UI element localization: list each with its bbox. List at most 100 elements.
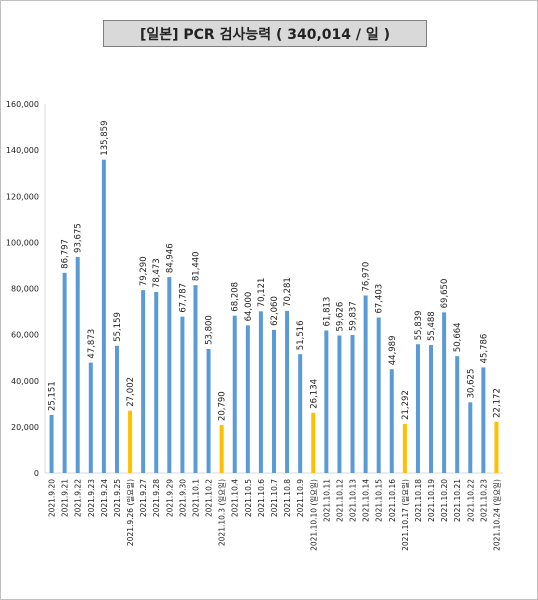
x-tick-label: 2021.10.6	[257, 479, 266, 517]
data-label: 47,873	[87, 329, 97, 359]
data-label: 26,134	[309, 379, 319, 409]
x-tick-label: 2021.10.9	[296, 479, 305, 517]
x-tick-label: 2021.9.28	[152, 479, 161, 517]
y-tick-label: 140,000	[6, 146, 39, 155]
x-tick-label: 2021.10.18	[414, 479, 423, 522]
x-tick-label: 2021.10.5	[244, 479, 253, 517]
data-label: 55,159	[113, 312, 123, 342]
x-tick-label: 2021.10.15	[375, 479, 384, 522]
data-label: 93,675	[74, 223, 84, 253]
bar	[245, 325, 250, 473]
chart-title: [일본] PCR 검사능력 ( 340,014 / 일 )	[103, 20, 427, 47]
bar	[376, 317, 381, 473]
y-tick-label: 120,000	[6, 192, 39, 201]
data-label: 22,172	[492, 388, 502, 418]
bar	[324, 330, 329, 473]
bar	[285, 310, 290, 473]
x-tick-label: 2021.9.26 (일요일)	[126, 479, 135, 546]
data-label: 78,473	[152, 258, 162, 288]
bar	[49, 414, 54, 473]
data-label: 27,002	[126, 377, 136, 407]
bar	[232, 315, 237, 473]
x-tick-label: 2021.9.27	[139, 479, 148, 517]
data-label: 59,837	[349, 301, 359, 331]
y-tick-label: 80,000	[11, 285, 39, 294]
x-tick-label: 2021.10.3 (일요일)	[218, 479, 227, 546]
data-label: 21,292	[401, 390, 411, 420]
bar	[219, 425, 224, 473]
bar	[481, 367, 486, 473]
bar	[206, 348, 211, 473]
bar	[494, 421, 499, 473]
data-label: 70,121	[257, 278, 267, 308]
bar	[363, 295, 368, 473]
y-tick-label: 60,000	[11, 331, 39, 340]
data-label: 86,797	[61, 239, 71, 269]
bar	[402, 423, 407, 473]
x-tick-label: 2021.9.20	[48, 479, 57, 517]
x-tick-label: 2021.9.22	[74, 479, 83, 517]
x-tick-label: 2021.9.21	[61, 479, 70, 517]
x-tick-label: 2021.10.19	[427, 479, 436, 522]
data-label: 30,625	[466, 369, 476, 399]
data-label: 76,970	[362, 262, 372, 292]
x-tick-label: 2021.10.14	[362, 479, 371, 522]
x-tick-label: 2021.10.21	[453, 479, 462, 522]
x-tick-label: 2021.10.12	[335, 479, 344, 522]
bar	[62, 272, 67, 473]
bar	[193, 285, 198, 473]
data-label: 53,800	[205, 315, 215, 345]
bar	[101, 159, 106, 474]
bar	[258, 311, 263, 473]
bar	[468, 402, 473, 473]
y-tick-label: 20,000	[11, 423, 39, 432]
data-label: 64,000	[244, 292, 254, 322]
bar	[455, 356, 460, 473]
x-tick-label: 2021.10.20	[440, 479, 449, 522]
bar	[128, 410, 133, 473]
data-label: 69,650	[440, 279, 450, 309]
x-tick-label: 2021.10.13	[349, 479, 358, 522]
bar	[75, 256, 80, 473]
data-label: 59,626	[335, 302, 345, 332]
x-tick-label: 2021.10.24 (일요일)	[492, 479, 501, 551]
data-label: 45,786	[479, 334, 489, 364]
x-tick-label: 2021.9.25	[113, 479, 122, 517]
x-tick-label: 2021.10.22	[466, 479, 475, 522]
bar	[114, 345, 119, 473]
data-label: 25,151	[48, 381, 58, 411]
bar	[429, 345, 434, 473]
data-label: 67,787	[178, 283, 188, 313]
x-tick-label: 2021.10.16	[388, 479, 397, 522]
bar	[389, 369, 394, 473]
bar	[180, 316, 185, 473]
x-tick-label: 2021.10.23	[479, 479, 488, 522]
x-tick-label: 2021.9.24	[100, 479, 109, 517]
x-tick-label: 2021.10.8	[283, 479, 292, 517]
data-label: 55,839	[414, 310, 424, 340]
data-label: 55,488	[427, 311, 437, 341]
x-tick-label: 2021.10.4	[231, 479, 240, 517]
x-tick-label: 2021.10.11	[322, 479, 331, 522]
bar	[415, 344, 420, 473]
data-label: 79,290	[139, 256, 149, 286]
bar	[442, 312, 447, 473]
bar	[272, 329, 276, 473]
data-label: 51,516	[296, 320, 306, 350]
x-tick-label: 2021.9.23	[87, 479, 96, 517]
data-label: 20,790	[218, 391, 228, 421]
bar	[311, 412, 316, 473]
data-label: 70,281	[283, 277, 293, 307]
x-tick-label: 2021.9.30	[178, 479, 187, 517]
bar	[167, 277, 172, 473]
x-tick-label: 2021.10.2	[205, 479, 214, 517]
bar	[350, 335, 355, 473]
data-label: 50,664	[453, 322, 463, 352]
data-label: 61,813	[322, 297, 332, 327]
y-tick-label: 100,000	[6, 238, 39, 247]
y-tick-label: 0	[34, 469, 39, 478]
y-tick-label: 160,000	[6, 100, 39, 109]
x-tick-label: 2021.9.29	[165, 479, 174, 517]
bar	[141, 290, 146, 473]
